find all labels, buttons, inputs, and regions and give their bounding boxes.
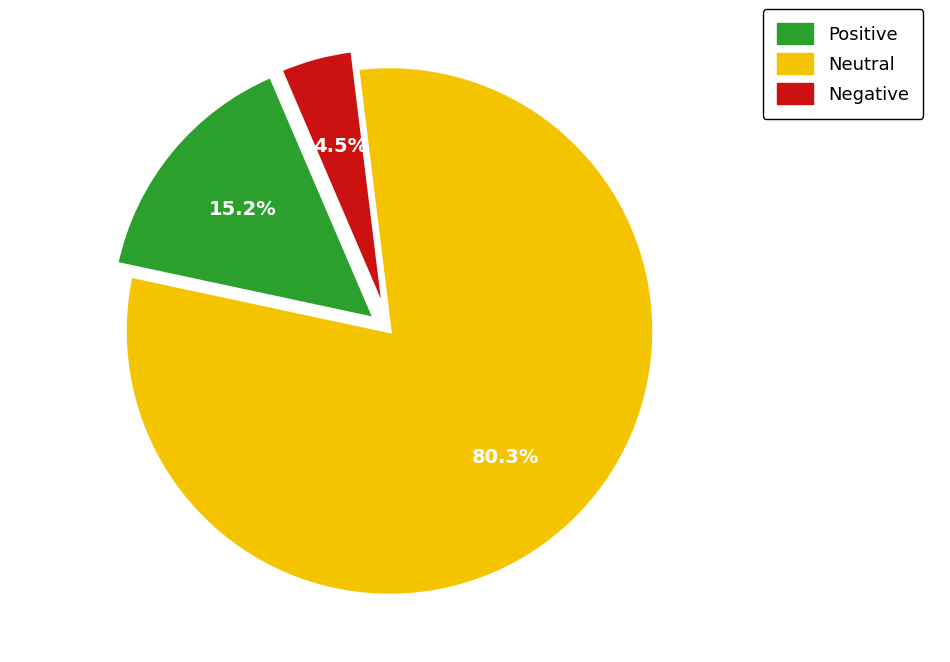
Wedge shape [280,50,385,313]
Legend: Positive, Neutral, Negative: Positive, Neutral, Negative [763,9,923,118]
Text: 15.2%: 15.2% [208,201,276,219]
Wedge shape [124,66,655,596]
Text: 4.5%: 4.5% [313,138,367,156]
Text: 80.3%: 80.3% [472,448,540,467]
Wedge shape [116,76,375,319]
